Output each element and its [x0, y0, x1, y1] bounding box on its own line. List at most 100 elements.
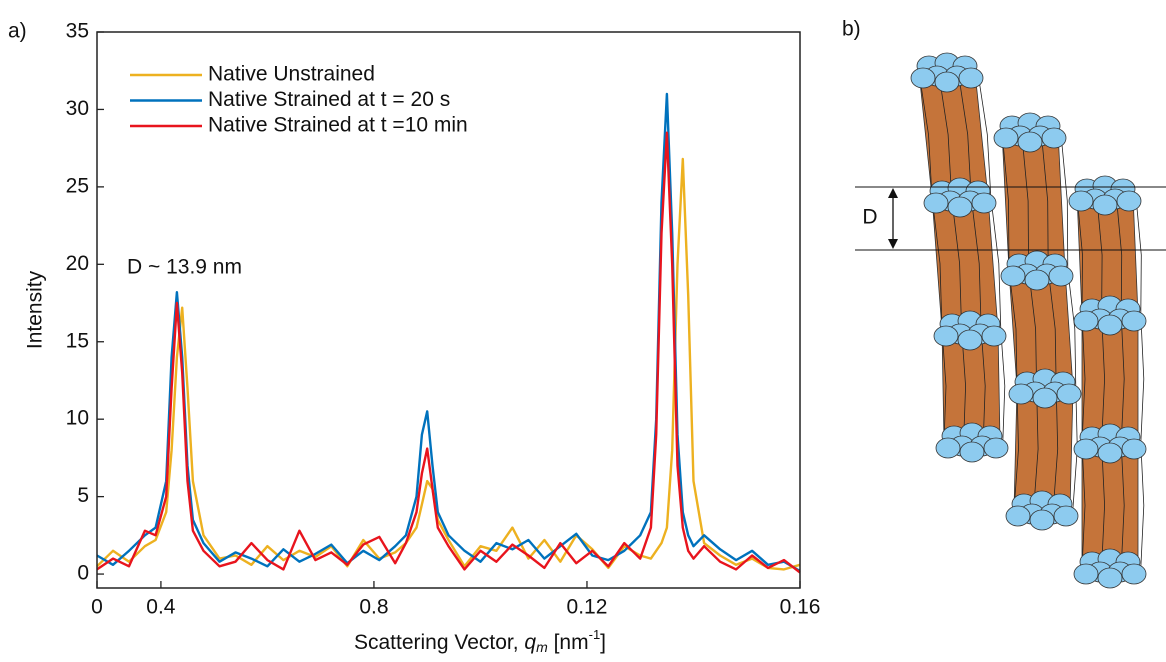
rod-strand	[1140, 442, 1145, 569]
protein-bead	[981, 325, 1007, 347]
x-label-sub: m	[536, 639, 548, 655]
y-tick-label: 5	[77, 484, 89, 507]
protein-bead	[1024, 269, 1050, 291]
protein-bead	[1116, 190, 1142, 212]
protein-bead	[910, 67, 936, 89]
protein-bead	[957, 329, 983, 351]
x-label-sup: -1	[589, 627, 601, 642]
y-tick-label: 20	[66, 252, 89, 275]
series-line	[96, 131, 801, 574]
protein-bead	[1017, 131, 1043, 153]
x-label-close: ]	[600, 631, 606, 654]
rod-strand	[1115, 194, 1123, 316]
panel-label: b)	[842, 18, 861, 41]
x-tick-label: 0.12	[567, 596, 608, 619]
protein-bead	[935, 437, 961, 459]
x-tick-label: 0.8	[359, 596, 388, 619]
rod-strand	[1067, 269, 1077, 389]
y-tick-label: 25	[66, 174, 89, 197]
rod-strand	[1096, 194, 1103, 316]
rod-strand	[1101, 314, 1106, 444]
rod-strand	[1060, 131, 1069, 271]
arrow-head	[888, 188, 898, 198]
protein-bead	[1048, 265, 1074, 287]
protein-bead	[983, 437, 1009, 459]
x-tick-label: 0.16	[780, 596, 821, 619]
rod-strand	[1081, 314, 1086, 444]
protein-bead	[1121, 563, 1147, 585]
y-tick-label: 0	[77, 562, 89, 585]
protein-bead	[1073, 310, 1099, 332]
rod-strand	[970, 196, 982, 331]
x-tick-label: 0.4	[146, 596, 176, 619]
rod-strand	[1033, 387, 1039, 511]
protein-bead	[971, 192, 997, 214]
rod-strand	[931, 196, 943, 331]
legend-label: Native Strained at t = 20 s	[208, 88, 450, 111]
protein-bead	[1121, 310, 1147, 332]
y-tick-label: 15	[66, 329, 89, 352]
rod-strand	[980, 329, 986, 443]
rod-strand	[941, 329, 947, 443]
rod-strand	[1076, 194, 1083, 316]
protein-bead	[1000, 265, 1026, 287]
protein-bead	[1032, 387, 1058, 409]
protein-bead	[993, 127, 1019, 149]
protein-bead	[933, 325, 959, 347]
rod-strand	[1040, 131, 1049, 271]
rod-strand	[1000, 329, 1006, 443]
y-tick-label: 10	[66, 407, 89, 430]
arrow-head	[888, 239, 898, 249]
protein-bead	[1056, 383, 1082, 405]
rod-strand	[1021, 131, 1029, 271]
protein-bead	[1068, 190, 1094, 212]
y-axis-label: Intensity	[24, 270, 47, 349]
diagram-label: D	[862, 206, 877, 229]
y-tick-label: 30	[66, 97, 89, 120]
protein-bead	[1041, 127, 1067, 149]
x-axis-label: Scattering Vector, qm [nm-1]	[354, 627, 606, 654]
rod-strand	[1140, 314, 1145, 444]
x-label-unit: [nm	[548, 631, 589, 654]
x-label-var: q	[524, 631, 536, 654]
annotation: D ~ 13.9 nm	[127, 256, 242, 279]
rod-strand	[1001, 131, 1010, 271]
protein-bead	[947, 196, 973, 218]
protein-bead	[1092, 194, 1118, 216]
rod-strand	[918, 71, 933, 198]
protein-bead	[1097, 314, 1123, 336]
protein-bead	[934, 71, 960, 93]
x-label-text: Scattering Vector,	[354, 631, 524, 654]
protein-bead	[959, 441, 985, 463]
rod-strand	[1013, 387, 1019, 511]
y-tick-label: 35	[66, 20, 89, 43]
protein-bead	[1005, 505, 1031, 527]
rod-strand	[1135, 194, 1142, 316]
legend-label: Native Unstrained	[208, 63, 375, 86]
plot-frame	[96, 31, 801, 589]
fibril-diagram	[855, 52, 1166, 589]
rod-strand	[1052, 387, 1059, 511]
legend-label: Native Strained at t =10 min	[208, 114, 468, 137]
panel-label: a)	[8, 20, 27, 43]
rod-strand	[1101, 442, 1106, 569]
rod-strand	[957, 71, 972, 198]
protein-bead	[1121, 438, 1147, 460]
rod-strand	[938, 71, 952, 198]
series-line	[96, 157, 801, 571]
protein-bead	[1097, 567, 1123, 589]
rod-strand	[961, 329, 967, 443]
protein-bead	[1008, 383, 1034, 405]
rod-strand	[1008, 269, 1018, 389]
rod-strand	[1120, 314, 1125, 444]
rod-strand	[1081, 442, 1086, 569]
protein-bead	[958, 67, 984, 89]
protein-bead	[1029, 509, 1055, 531]
series-line	[96, 92, 801, 573]
collagen-rod	[931, 196, 999, 331]
rod-strand	[1120, 442, 1125, 569]
protein-bead	[1073, 563, 1099, 585]
protein-bead	[1097, 442, 1123, 464]
